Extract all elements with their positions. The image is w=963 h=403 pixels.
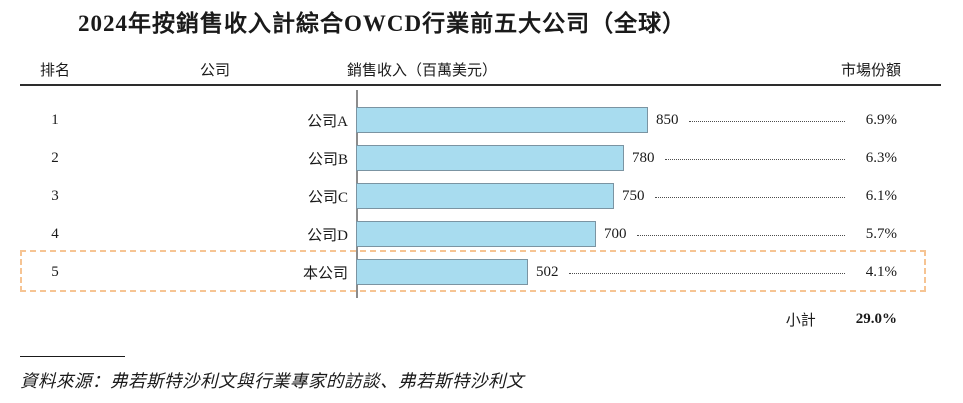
dotted-leader: [654, 196, 845, 198]
revenue-value: 750: [622, 187, 645, 204]
table-row: 2 公司B 780 6.3%: [20, 139, 941, 177]
revenue-bar: [356, 221, 596, 247]
revenue-bar: [356, 259, 528, 285]
rank-value: 3: [51, 187, 59, 204]
company-label: 公司C: [307, 189, 348, 206]
share-value: 4.1%: [865, 263, 897, 280]
subtotal-label: 小計: [785, 312, 816, 329]
dotted-leader: [636, 234, 845, 236]
revenue-bar: [356, 145, 624, 171]
chart-rows: 1 公司A 850 6.9% 2 公司B 780 6.3% 3 公司C 750 …: [20, 101, 941, 291]
table-row: 1 公司A 850 6.9%: [20, 101, 941, 139]
share-value: 6.1%: [865, 187, 897, 204]
dotted-leader: [688, 120, 845, 122]
revenue-value: 850: [656, 111, 679, 128]
revenue-value: 780: [632, 149, 655, 166]
table-header-row: 排名 公司 銷售收入（百萬美元） 市場份額: [20, 58, 941, 80]
revenue-bar: [356, 107, 648, 133]
rank-value: 2: [51, 149, 59, 166]
company-label: 公司A: [307, 113, 348, 130]
bar-zone: 850: [356, 107, 845, 133]
company-label: 本公司: [302, 265, 348, 282]
dotted-leader: [664, 158, 845, 160]
chart-title: 2024年按銷售收入計綜合OWCD行業前五大公司（全球）: [78, 11, 687, 36]
share-value: 6.3%: [865, 149, 897, 166]
subtotal-row: 小計 29.0%: [20, 308, 941, 330]
subtotal-value: 29.0%: [855, 310, 897, 327]
bar-chart-area: 1 公司A 850 6.9% 2 公司B 780 6.3% 3 公司C 750 …: [20, 90, 941, 298]
source-divider: [20, 356, 125, 357]
share-value: 5.7%: [865, 225, 897, 242]
bar-zone: 750: [356, 183, 845, 209]
header-divider: [20, 84, 941, 86]
dotted-leader: [568, 272, 845, 274]
bar-zone: 502: [356, 259, 845, 285]
revenue-value: 502: [536, 263, 559, 280]
header-share: 市場份額: [840, 62, 901, 79]
revenue-bar: [356, 183, 614, 209]
source-note: 資料來源：弗若斯特沙利文與行業專家的訪談、弗若斯特沙利文: [20, 371, 524, 391]
company-label: 公司D: [307, 227, 348, 244]
table-row: 4 公司D 700 5.7%: [20, 215, 941, 253]
rank-value: 5: [51, 263, 59, 280]
table-row: 3 公司C 750 6.1%: [20, 177, 941, 215]
table-row: 5 本公司 502 4.1%: [20, 253, 941, 291]
rank-value: 1: [51, 111, 59, 128]
bar-zone: 700: [356, 221, 845, 247]
bar-zone: 780: [356, 145, 845, 171]
highlight-box: [20, 250, 926, 292]
share-value: 6.9%: [865, 111, 897, 128]
header-revenue: 銷售收入（百萬美元）: [347, 62, 498, 79]
rank-value: 4: [51, 225, 59, 242]
company-label: 公司B: [307, 151, 348, 168]
header-rank: 排名: [39, 62, 70, 79]
revenue-value: 700: [604, 225, 627, 242]
header-company: 公司: [199, 62, 230, 79]
